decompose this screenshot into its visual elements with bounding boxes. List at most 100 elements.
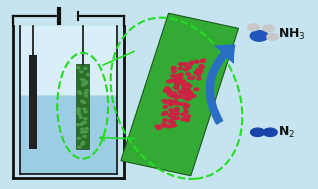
Circle shape [201, 59, 205, 62]
Circle shape [175, 87, 179, 90]
Circle shape [183, 63, 188, 66]
Circle shape [197, 77, 201, 80]
Circle shape [172, 70, 176, 73]
Circle shape [176, 75, 180, 78]
Circle shape [174, 86, 178, 89]
Circle shape [155, 125, 160, 128]
Circle shape [179, 63, 183, 65]
Circle shape [163, 105, 168, 108]
Text: NH$_3$: NH$_3$ [278, 26, 306, 42]
Circle shape [79, 116, 82, 118]
Circle shape [174, 108, 179, 111]
Circle shape [186, 88, 190, 91]
Circle shape [185, 119, 189, 122]
Circle shape [77, 137, 80, 139]
Circle shape [81, 143, 84, 145]
Circle shape [174, 107, 179, 110]
Circle shape [163, 101, 168, 103]
Circle shape [181, 118, 185, 121]
Circle shape [175, 117, 179, 119]
Circle shape [82, 142, 85, 143]
Circle shape [78, 92, 81, 94]
Circle shape [178, 91, 183, 93]
Circle shape [185, 98, 190, 101]
Circle shape [80, 71, 83, 73]
Circle shape [171, 67, 176, 70]
Circle shape [188, 85, 192, 87]
Polygon shape [121, 13, 238, 176]
Circle shape [185, 93, 189, 96]
Circle shape [171, 117, 176, 120]
Circle shape [82, 122, 85, 124]
Circle shape [179, 103, 183, 105]
Circle shape [186, 97, 191, 100]
Circle shape [169, 103, 173, 106]
Circle shape [84, 67, 87, 69]
Circle shape [263, 25, 274, 32]
Circle shape [185, 116, 189, 119]
Circle shape [82, 84, 85, 86]
Circle shape [80, 128, 84, 130]
Circle shape [167, 80, 171, 83]
Circle shape [174, 81, 178, 84]
Circle shape [170, 112, 174, 115]
Circle shape [174, 102, 178, 105]
Circle shape [77, 67, 80, 69]
Bar [29, 55, 37, 149]
Circle shape [183, 97, 187, 99]
Circle shape [182, 95, 186, 98]
Circle shape [167, 91, 172, 94]
Bar [20, 26, 117, 174]
Circle shape [76, 111, 79, 113]
Circle shape [178, 78, 182, 81]
Circle shape [190, 76, 194, 79]
Circle shape [196, 68, 201, 71]
Circle shape [178, 95, 183, 98]
Circle shape [86, 74, 89, 75]
Circle shape [250, 31, 268, 41]
Circle shape [183, 63, 187, 65]
Circle shape [168, 114, 172, 117]
Circle shape [77, 91, 80, 93]
Circle shape [172, 92, 176, 95]
Circle shape [191, 94, 196, 97]
Circle shape [78, 113, 81, 115]
Circle shape [84, 92, 87, 94]
Circle shape [186, 73, 190, 75]
Circle shape [82, 83, 85, 84]
Circle shape [83, 79, 86, 81]
Circle shape [183, 91, 187, 93]
Circle shape [83, 121, 86, 123]
Circle shape [83, 83, 86, 85]
Circle shape [157, 127, 161, 130]
Circle shape [200, 60, 204, 63]
Circle shape [172, 124, 176, 127]
Text: N$_2$: N$_2$ [278, 125, 295, 140]
Circle shape [190, 76, 195, 79]
Circle shape [198, 70, 203, 73]
Circle shape [171, 115, 175, 118]
Circle shape [167, 89, 171, 91]
Circle shape [163, 119, 167, 121]
Circle shape [188, 77, 192, 80]
Circle shape [267, 33, 278, 40]
Circle shape [162, 124, 167, 126]
Circle shape [183, 107, 188, 109]
Circle shape [251, 128, 265, 136]
Circle shape [83, 101, 86, 103]
Circle shape [166, 125, 171, 128]
Circle shape [169, 92, 174, 94]
Circle shape [169, 79, 174, 82]
Circle shape [170, 95, 175, 97]
Circle shape [76, 124, 80, 126]
Circle shape [176, 102, 181, 105]
Bar [20, 95, 117, 174]
Circle shape [79, 93, 82, 94]
Circle shape [179, 73, 183, 76]
Circle shape [200, 65, 204, 68]
Circle shape [85, 128, 88, 129]
Circle shape [263, 128, 277, 136]
Bar [76, 64, 89, 149]
Circle shape [169, 125, 174, 127]
Circle shape [189, 62, 193, 65]
